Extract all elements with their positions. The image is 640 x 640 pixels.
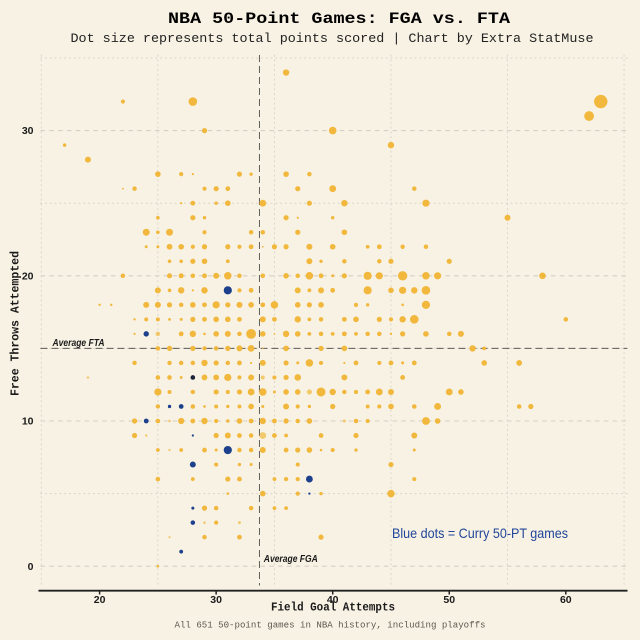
svg-text:60: 60 <box>560 594 572 606</box>
svg-text:Free Throws Attempted: Free Throws Attempted <box>10 251 23 396</box>
svg-text:20: 20 <box>22 270 34 282</box>
svg-text:Dot size represents total poin: Dot size represents total points scored … <box>71 31 594 46</box>
svg-text:Average FGA: Average FGA <box>263 553 318 565</box>
svg-text:0: 0 <box>28 561 34 573</box>
svg-text:NBA 50-Point Games: FGA vs. FT: NBA 50-Point Games: FGA vs. FTA <box>168 10 511 28</box>
svg-text:Field Goal Attempts: Field Goal Attempts <box>271 602 395 615</box>
svg-text:40: 40 <box>327 594 339 606</box>
svg-text:30: 30 <box>22 125 34 137</box>
svg-text:50: 50 <box>443 594 455 606</box>
svg-text:10: 10 <box>22 416 34 428</box>
svg-text:30: 30 <box>210 594 222 606</box>
svg-text:20: 20 <box>94 594 106 606</box>
svg-text:Blue dots = Curry 50-PT games: Blue dots = Curry 50-PT games <box>392 526 568 541</box>
svg-text:All 651 50-point games in NBA: All 651 50-point games in NBA history, i… <box>175 619 486 630</box>
svg-text:Average FTA: Average FTA <box>52 337 105 349</box>
